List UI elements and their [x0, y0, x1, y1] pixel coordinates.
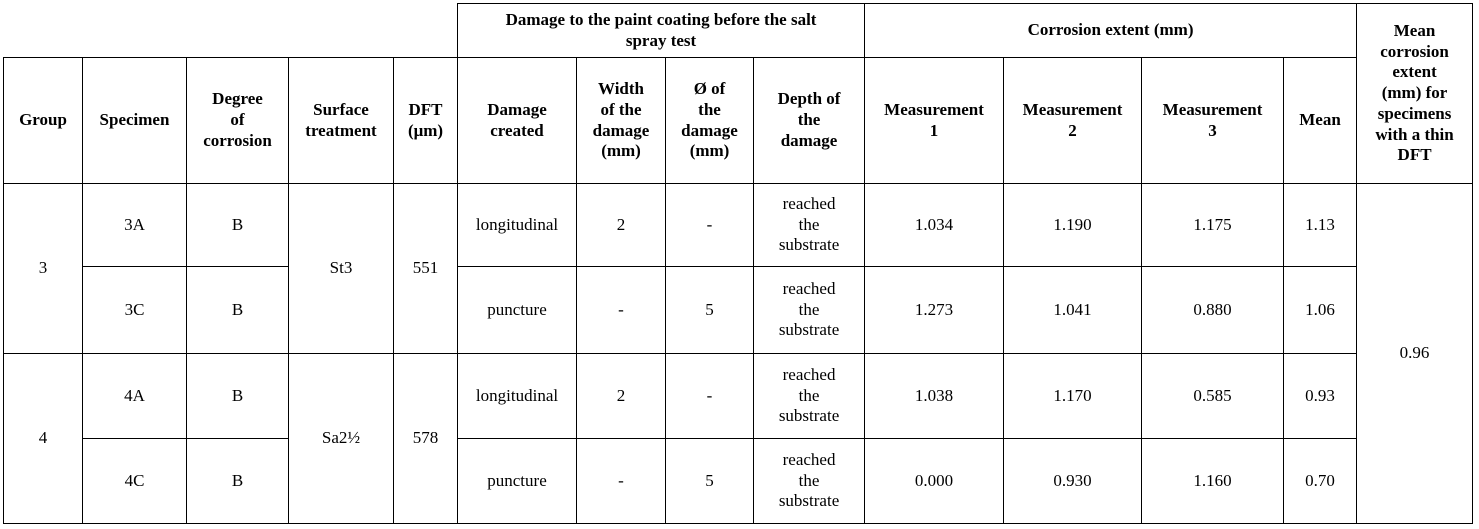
cell-degree: B — [186, 438, 289, 524]
cell-width: - — [576, 438, 667, 524]
cell-measurement-3: 1.160 — [1141, 438, 1285, 524]
group-header-row: Damage to the paint coating before the s… — [4, 3, 1474, 184]
col-header-diameter-of-damage: Ø of the damage (mm) — [665, 57, 755, 184]
col-header-dft: DFT (μm) — [392, 57, 459, 184]
corrosion-results-table: Damage to the paint coating before the s… — [3, 3, 1474, 524]
cell-mean: 1.13 — [1283, 183, 1358, 267]
col-header-damage-created: Damage created — [457, 57, 578, 184]
cell-damage-created: puncture — [457, 266, 578, 354]
cell-width: 2 — [576, 183, 667, 267]
cell-measurement-3: 0.880 — [1141, 266, 1285, 354]
cell-mean: 0.93 — [1283, 353, 1358, 439]
cell-damage-created: puncture — [457, 438, 578, 524]
cell-specimen: 3C — [82, 266, 187, 354]
cell-measurement-2: 1.041 — [1003, 266, 1143, 354]
cell-diameter: 5 — [665, 266, 755, 354]
group-header-damage: Damage to the paint coating before the s… — [457, 3, 866, 58]
cell-depth: reached the substrate — [753, 266, 866, 354]
col-header-depth-of-damage: Depth of the damage — [753, 57, 866, 184]
cell-width: - — [576, 266, 667, 354]
cell-measurement-1: 1.034 — [864, 183, 1005, 267]
col-header-degree-of-corrosion: Degree of corrosion — [186, 57, 289, 184]
cell-damage-created: longitudinal — [457, 353, 578, 439]
cell-mean: 1.06 — [1283, 266, 1358, 354]
cell-depth: reached the substrate — [753, 353, 866, 439]
cell-dft: 578 — [392, 353, 459, 524]
cell-specimen: 4A — [82, 353, 187, 439]
col-header-group: Group — [3, 57, 83, 184]
cell-mean: 0.70 — [1283, 438, 1358, 524]
cell-group: 4 — [3, 353, 83, 524]
cell-mean-corrosion-extent: 0.96 — [1356, 183, 1474, 524]
cell-degree: B — [186, 266, 289, 354]
cell-diameter: - — [665, 353, 755, 439]
cell-measurement-3: 1.175 — [1141, 183, 1285, 267]
col-header-measurement-1: Measurement 1 — [864, 57, 1005, 184]
col-header-measurement-2: Measurement 2 — [1003, 57, 1143, 184]
cell-measurement-1: 0.000 — [864, 438, 1005, 524]
table-row-3c: 3C B puncture - 5 reached the substrate … — [4, 266, 1473, 354]
cell-measurement-1: 1.273 — [864, 266, 1005, 354]
cell-measurement-2: 1.170 — [1003, 353, 1143, 439]
cell-degree: B — [186, 183, 289, 267]
cell-surface-treatment: St3 — [288, 183, 394, 354]
col-header-surface-treatment: Surface treatment — [288, 57, 394, 184]
col-header-mean: Mean — [1283, 57, 1358, 184]
cell-measurement-1: 1.038 — [864, 353, 1005, 439]
cell-measurement-2: 0.930 — [1003, 438, 1143, 524]
cell-measurement-2: 1.190 — [1003, 183, 1143, 267]
cell-width: 2 — [576, 353, 667, 439]
table-row-4c: 4C B puncture - 5 reached the substrate … — [4, 438, 1473, 524]
col-header-specimen: Specimen — [82, 57, 187, 184]
cell-surface-treatment: Sa2½ — [288, 353, 394, 524]
top-left-spacer — [4, 4, 458, 58]
cell-depth: reached the substrate — [753, 183, 866, 267]
cell-diameter: 5 — [665, 438, 755, 524]
cell-group: 3 — [3, 183, 83, 354]
col-header-width-of-damage: Width of the damage (mm) — [576, 57, 667, 184]
cell-damage-created: longitudinal — [457, 183, 578, 267]
table-row-4a: 4 4A B Sa2½ 578 longitudinal 2 - reached… — [3, 353, 1473, 524]
cell-dft: 551 — [392, 183, 459, 354]
cell-depth: reached the substrate — [753, 438, 866, 524]
col-header-measurement-3: Measurement 3 — [1141, 57, 1285, 184]
cell-measurement-3: 0.585 — [1141, 353, 1285, 439]
cell-specimen: 4C — [82, 438, 187, 524]
col-header-mean-corrosion-extent: Mean corrosion extent (mm) for specimens… — [1356, 3, 1474, 184]
group-header-corrosion-extent: Corrosion extent (mm) — [864, 3, 1358, 58]
cell-degree: B — [186, 353, 289, 439]
cell-diameter: - — [665, 183, 755, 267]
table-row-3a: 3 3A B St3 551 longitudinal 2 - reached … — [3, 183, 1474, 524]
sub-header-row: Group Specimen Degree of corrosion Surfa… — [3, 57, 1473, 184]
cell-specimen: 3A — [82, 183, 187, 267]
